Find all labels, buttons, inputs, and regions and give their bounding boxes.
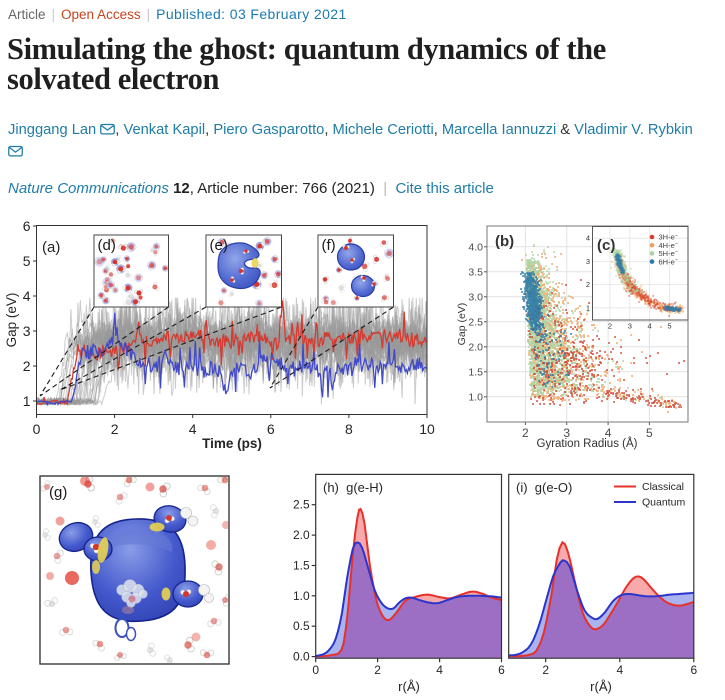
svg-text:2: 2	[608, 322, 612, 331]
svg-text:4.0: 4.0	[468, 242, 483, 254]
svg-text:1: 1	[586, 303, 590, 312]
svg-text:6: 6	[267, 421, 275, 437]
svg-text:Gyration Radius (Å): Gyration Radius (Å)	[537, 437, 638, 450]
svg-text:3: 3	[23, 323, 31, 339]
svg-text:(c): (c)	[597, 237, 615, 254]
svg-text:2: 2	[522, 426, 529, 440]
svg-text:2: 2	[586, 280, 590, 289]
svg-text:0.5: 0.5	[293, 619, 310, 633]
svg-text:(d): (d)	[98, 237, 116, 254]
svg-text:1.0: 1.0	[293, 589, 310, 603]
svg-text:0.0: 0.0	[293, 650, 310, 664]
svg-text:4: 4	[616, 663, 623, 677]
svg-text:6: 6	[690, 663, 697, 677]
svg-text:3: 3	[586, 257, 590, 266]
svg-text:1: 1	[23, 393, 31, 409]
svg-text:4: 4	[436, 663, 443, 677]
svg-text:5: 5	[23, 253, 31, 269]
svg-text:3: 3	[563, 426, 570, 440]
svg-text:Gap (eV): Gap (eV)	[4, 293, 19, 348]
svg-text:0: 0	[33, 421, 41, 437]
svg-text:3H-e−: 3H-e−	[659, 233, 678, 242]
svg-text:2.0: 2.0	[468, 342, 483, 354]
svg-text:Classical: Classical	[642, 481, 684, 493]
svg-text:2: 2	[111, 421, 119, 437]
svg-text:6: 6	[23, 218, 31, 234]
svg-text:4: 4	[605, 426, 612, 440]
svg-text:r(Å): r(Å)	[590, 679, 612, 694]
svg-text:4: 4	[23, 288, 31, 304]
svg-text:2.0: 2.0	[293, 528, 310, 542]
svg-text:2: 2	[374, 663, 381, 677]
svg-text:3.0: 3.0	[468, 292, 483, 304]
svg-text:6: 6	[498, 663, 505, 677]
svg-text:2: 2	[542, 663, 549, 677]
svg-text:5: 5	[667, 322, 671, 331]
svg-text:(h) g(e-H): (h) g(e-H)	[323, 480, 383, 495]
svg-text:(i) g(e-O): (i) g(e-O)	[516, 480, 572, 495]
svg-text:4: 4	[189, 421, 197, 437]
svg-text:(e): (e)	[210, 237, 228, 254]
svg-text:(a): (a)	[42, 239, 60, 256]
svg-text:Time (ps): Time (ps)	[202, 436, 262, 451]
svg-text:4: 4	[648, 322, 652, 331]
svg-text:4: 4	[586, 234, 590, 243]
svg-text:2.5: 2.5	[293, 498, 310, 512]
svg-text:4H-e−: 4H-e−	[659, 241, 678, 250]
svg-text:(b): (b)	[495, 233, 514, 250]
svg-text:1.0: 1.0	[468, 392, 483, 404]
svg-text:Quantum: Quantum	[642, 497, 685, 509]
svg-text:8: 8	[345, 421, 353, 437]
svg-text:2: 2	[23, 358, 31, 374]
svg-text:1.5: 1.5	[293, 559, 310, 573]
svg-text:10: 10	[419, 421, 435, 437]
svg-text:2.5: 2.5	[468, 317, 483, 329]
svg-text:Gap (eV): Gap (eV)	[456, 303, 468, 346]
svg-text:3: 3	[628, 322, 632, 331]
svg-text:3.5: 3.5	[468, 267, 483, 279]
svg-text:0: 0	[312, 663, 319, 677]
svg-text:5: 5	[646, 426, 653, 440]
svg-text:1.5: 1.5	[468, 367, 483, 379]
svg-text:5H-e−: 5H-e−	[659, 249, 678, 258]
svg-text:(f): (f)	[322, 237, 336, 254]
svg-text:r(Å): r(Å)	[398, 679, 420, 694]
svg-text:(g): (g)	[49, 484, 67, 501]
svg-text:6H-e−: 6H-e−	[659, 257, 678, 266]
